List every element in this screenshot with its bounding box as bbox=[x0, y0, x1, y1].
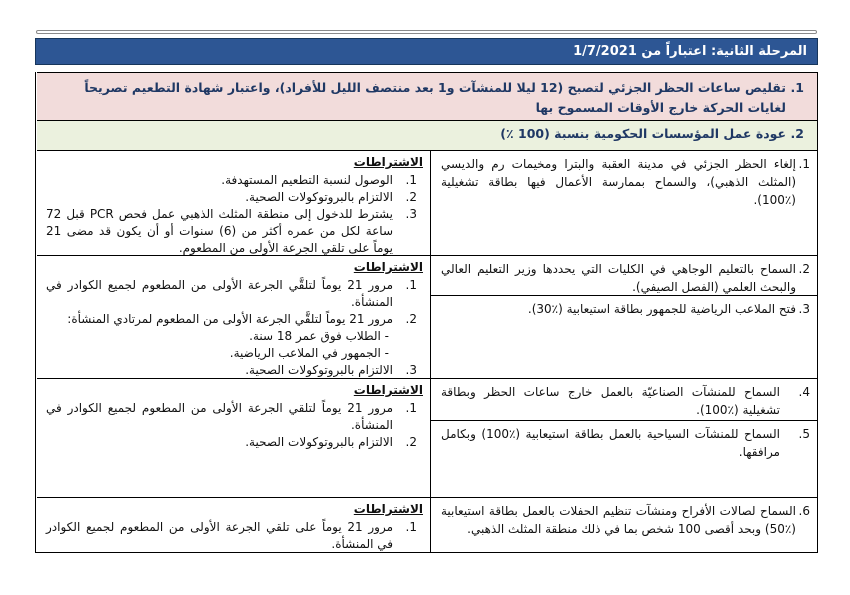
condition-item: 2. الالتزام بالبروتوكولات الصحية. bbox=[44, 434, 417, 451]
measures-table: 1. تقليص ساعات الحظر الجزئي لتصبح (12 لي… bbox=[35, 72, 818, 553]
summary-row-government: 2. عودة عمل المؤسسات الحكومية بنسبة (100… bbox=[37, 120, 818, 150]
conditions-heading: الاشتراطات bbox=[353, 155, 423, 169]
condition-subitem: - الجمهور في الملاعب الرياضية. bbox=[44, 345, 389, 362]
condition-text: يشترط للدخول إلى منطقة المثلث الذهبي عمل… bbox=[46, 207, 394, 255]
condition-subitem: - الطلاب فوق عمر 18 سنة. bbox=[44, 328, 389, 345]
condition-text: الالتزام بالبروتوكولات الصحية. bbox=[245, 190, 393, 205]
measure-cell-1: 1. إلغاء الحظر الجزئي في مدينة العقبة وا… bbox=[431, 150, 818, 255]
measure-cell-6: 6. السماح لصالات الأفراح ومنشآت تنظيم ال… bbox=[431, 497, 818, 552]
conditions-cell-4: الاشتراطات 1. مرور 21 يوماً على تلقي الج… bbox=[37, 497, 431, 552]
condition-item: 1. مرور 21 يوماً على تلقي الجرعة الأولى … bbox=[44, 519, 417, 552]
measure-number: 4. bbox=[798, 385, 810, 399]
measure-text: السماح بالتعليم الوجاهي في الكليات التي … bbox=[441, 262, 796, 294]
condition-text: - الطلاب فوق عمر 18 سنة. bbox=[249, 329, 389, 344]
measure-number: 6. bbox=[798, 504, 810, 518]
condition-text: الالتزام بالبروتوكولات الصحية. bbox=[245, 435, 393, 450]
conditions-heading: الاشتراطات bbox=[353, 260, 423, 274]
condition-text: مرور 21 يوماً لتلقَّي الجرعة الأولى من ا… bbox=[67, 312, 393, 327]
measure-text: إلغاء الحظر الجزئي في مدينة العقبة والبت… bbox=[441, 157, 796, 207]
condition-number: 2. bbox=[405, 312, 417, 327]
measure-cell-2: 2. السماح بالتعليم الوجاهي في الكليات ال… bbox=[431, 255, 818, 295]
measure-text: السماح للمنشآت الصناعيّة بالعمل خارج ساع… bbox=[441, 385, 780, 417]
summary-text: عودة عمل المؤسسات الحكومية بنسبة (100 ٪) bbox=[500, 126, 786, 141]
condition-item: 1. مرور 21 يوماً لتلقي الجرعة الأولى من … bbox=[44, 400, 417, 434]
measure-number: 5. bbox=[798, 427, 810, 441]
condition-item: 3. يشترط للدخول إلى منطقة المثلث الذهبي … bbox=[44, 206, 417, 255]
conditions-cell-3: الاشتراطات 1. مرور 21 يوماً لتلقي الجرعة… bbox=[37, 378, 431, 497]
phase-header-bar: المرحلة الثانية: اعتباراً من 1/7/2021 bbox=[35, 38, 818, 65]
measure-cell-3: 3. فتح الملاعب الرياضية للجمهور بطاقة اس… bbox=[431, 295, 818, 378]
condition-number: 1. bbox=[405, 173, 417, 188]
condition-item: 1. الوصول لنسبة التطعيم المستهدفة. bbox=[44, 172, 417, 189]
condition-number: 2. bbox=[405, 435, 417, 450]
condition-number: 2. bbox=[405, 190, 417, 205]
summary-row-curfew: 1. تقليص ساعات الحظر الجزئي لتصبح (12 لي… bbox=[37, 72, 818, 120]
measure-cell-5: 5. السماح للمنشآت السياحية بالعمل بطاقة … bbox=[431, 420, 818, 497]
measure-cell-4: 4. السماح للمنشآت الصناعيّة بالعمل خارج … bbox=[431, 378, 818, 420]
measure-number: 2. bbox=[798, 262, 810, 276]
condition-number: 1. bbox=[405, 520, 417, 535]
condition-item: 1. مرور 21 يوماً لتلقَّي الجرعة الأولى م… bbox=[44, 277, 417, 311]
summary-number: 1. bbox=[790, 80, 804, 95]
summary-number: 2. bbox=[790, 126, 804, 141]
condition-number: 1. bbox=[405, 401, 417, 416]
phase-title: المرحلة الثانية: اعتباراً من 1/7/2021 bbox=[573, 44, 807, 59]
condition-text: الالتزام بالبروتوكولات الصحية. bbox=[245, 363, 393, 378]
condition-number: 3. bbox=[405, 363, 417, 378]
conditions-heading: الاشتراطات bbox=[353, 502, 423, 516]
measure-number: 1. bbox=[798, 157, 810, 171]
condition-number: 1. bbox=[405, 278, 417, 293]
conditions-cell-1: الاشتراطات 1. الوصول لنسبة التطعيم المست… bbox=[37, 150, 431, 255]
condition-text: مرور 21 يوماً على تلقي الجرعة الأولى من … bbox=[46, 520, 393, 552]
measure-text: فتح الملاعب الرياضية للجمهور بطاقة استيع… bbox=[527, 302, 796, 316]
condition-text: مرور 21 يوماً لتلقَّي الجرعة الأولى من ا… bbox=[46, 278, 394, 310]
condition-text: - الجمهور في الملاعب الرياضية. bbox=[229, 346, 389, 361]
conditions-cell-2: الاشتراطات 1. مرور 21 يوماً لتلقَّي الجر… bbox=[37, 255, 431, 378]
conditions-heading: الاشتراطات bbox=[353, 383, 423, 397]
measure-text: السماح للمنشآت السياحية بالعمل بطاقة است… bbox=[441, 427, 780, 459]
condition-item: 2. مرور 21 يوماً لتلقَّي الجرعة الأولى م… bbox=[44, 311, 417, 328]
condition-text: الوصول لنسبة التطعيم المستهدفة. bbox=[221, 173, 393, 188]
top-divider bbox=[36, 30, 817, 34]
measure-number: 3. bbox=[798, 302, 810, 316]
summary-text: تقليص ساعات الحظر الجزئي لتصبح (12 ليلا … bbox=[84, 80, 786, 115]
condition-text: مرور 21 يوماً لتلقي الجرعة الأولى من الم… bbox=[46, 401, 394, 433]
measure-text: السماح لصالات الأفراح ومنشآت تنظيم الحفل… bbox=[441, 504, 796, 536]
condition-number: 3. bbox=[405, 207, 417, 222]
condition-item: 2. الالتزام بالبروتوكولات الصحية. bbox=[44, 189, 417, 206]
condition-item: 3. الالتزام بالبروتوكولات الصحية. bbox=[44, 362, 417, 378]
